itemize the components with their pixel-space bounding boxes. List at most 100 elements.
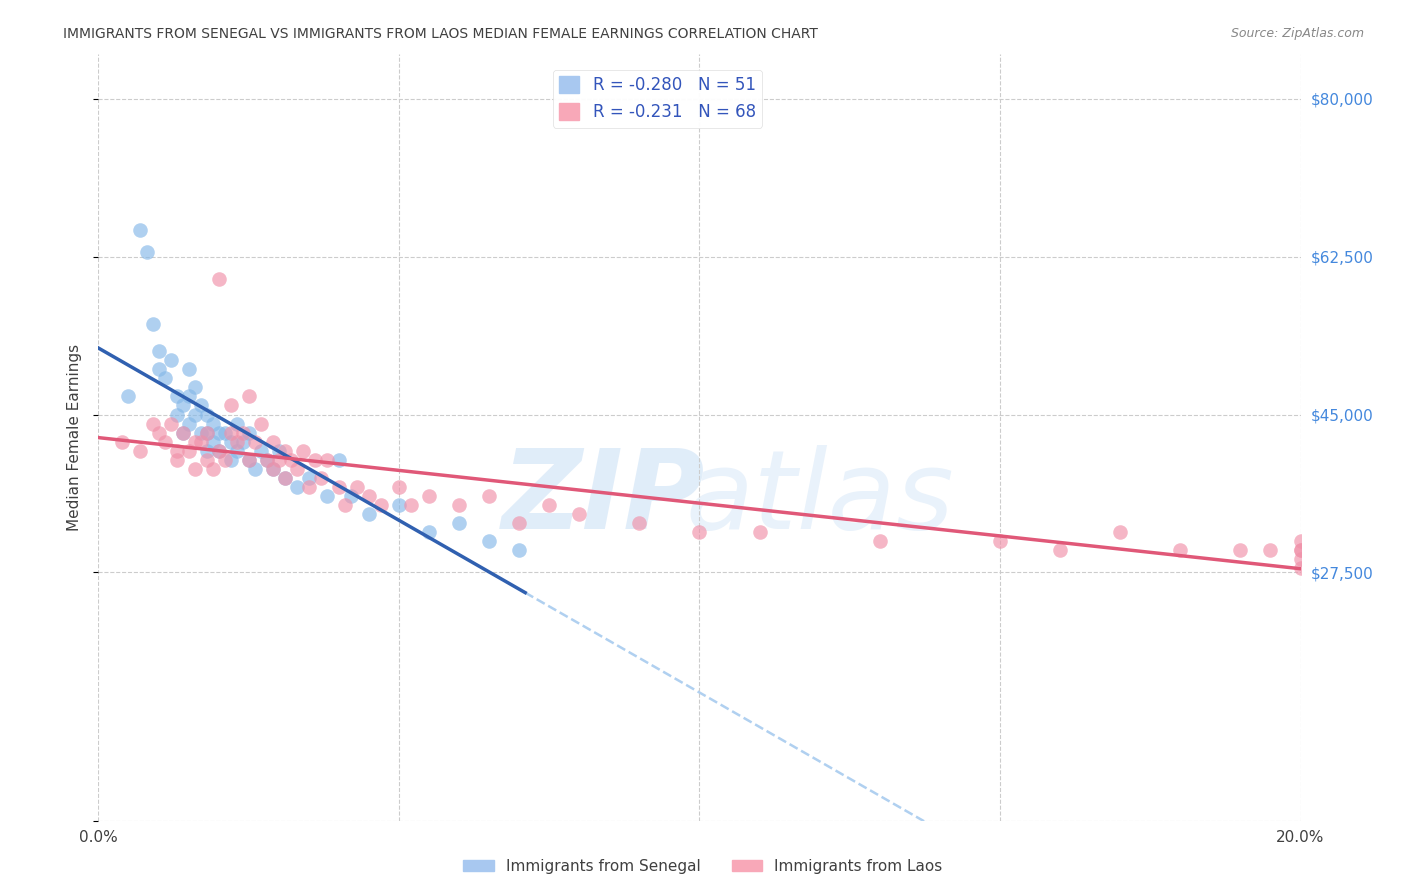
Point [238,425,260,440]
Point [262,461,284,475]
Point [243,434,266,449]
Point [141,417,163,431]
Point [267,443,290,458]
Point [298,480,321,494]
Point [148,344,170,359]
Point [1289,542,1312,557]
Point [219,452,242,467]
Point [141,318,163,332]
Point [688,524,710,539]
Point [291,443,314,458]
Point [177,362,200,376]
Point [166,408,188,422]
Point [195,425,218,440]
Point [988,533,1011,548]
Point [508,516,530,530]
Point [328,452,350,467]
Point [346,480,368,494]
Point [214,425,236,440]
Point [256,452,278,467]
Point [1229,542,1251,557]
Point [1109,524,1132,539]
Point [129,222,152,236]
Point [208,425,231,440]
Point [190,434,212,449]
Point [225,443,247,458]
Legend: Immigrants from Senegal, Immigrants from Laos: Immigrants from Senegal, Immigrants from… [457,853,949,880]
Point [418,524,440,539]
Point [267,452,290,467]
Point [219,399,242,413]
Point [370,498,392,512]
Point [183,461,205,475]
Point [172,399,194,413]
Point [1289,542,1312,557]
Point [285,461,308,475]
Point [177,417,200,431]
Point [256,452,278,467]
Point [166,452,188,467]
Y-axis label: Median Female Earnings: Median Female Earnings [67,343,83,531]
Point [219,434,242,449]
Point [111,434,134,449]
Text: Source: ZipAtlas.com: Source: ZipAtlas.com [1230,27,1364,40]
Point [177,389,200,403]
Point [1260,542,1282,557]
Point [249,443,271,458]
Point [225,417,247,431]
Point [1170,542,1192,557]
Point [166,389,188,403]
Point [238,452,260,467]
Point [399,498,422,512]
Point [195,408,218,422]
Point [568,507,591,521]
Point [232,434,254,449]
Point [214,452,236,467]
Point [135,245,157,260]
Point [219,425,242,440]
Point [190,425,212,440]
Point [153,434,176,449]
Point [159,417,181,431]
Point [201,417,224,431]
Point [153,371,176,385]
Point [315,489,337,503]
Text: atlas: atlas [685,445,955,552]
Point [447,498,470,512]
Point [238,389,260,403]
Point [172,425,194,440]
Point [117,389,139,403]
Point [280,452,302,467]
Point [309,471,332,485]
Point [195,425,218,440]
Point [148,362,170,376]
Point [238,452,260,467]
Point [190,399,212,413]
Point [388,498,411,512]
Point [508,542,530,557]
Point [538,498,561,512]
Point [274,471,297,485]
Point [1289,561,1312,575]
Point [195,443,218,458]
Point [478,533,501,548]
Point [274,443,297,458]
Point [183,380,205,394]
Point [340,489,363,503]
Point [183,434,205,449]
Point [243,461,266,475]
Point [304,452,326,467]
Point [1289,533,1312,548]
Point [208,443,231,458]
Point [177,443,200,458]
Point [628,516,651,530]
Point [274,471,297,485]
Text: ZIP: ZIP [502,445,704,552]
Point [201,461,224,475]
Point [328,480,350,494]
Point [129,443,152,458]
Point [298,471,321,485]
Point [172,425,194,440]
Point [357,507,380,521]
Point [869,533,891,548]
